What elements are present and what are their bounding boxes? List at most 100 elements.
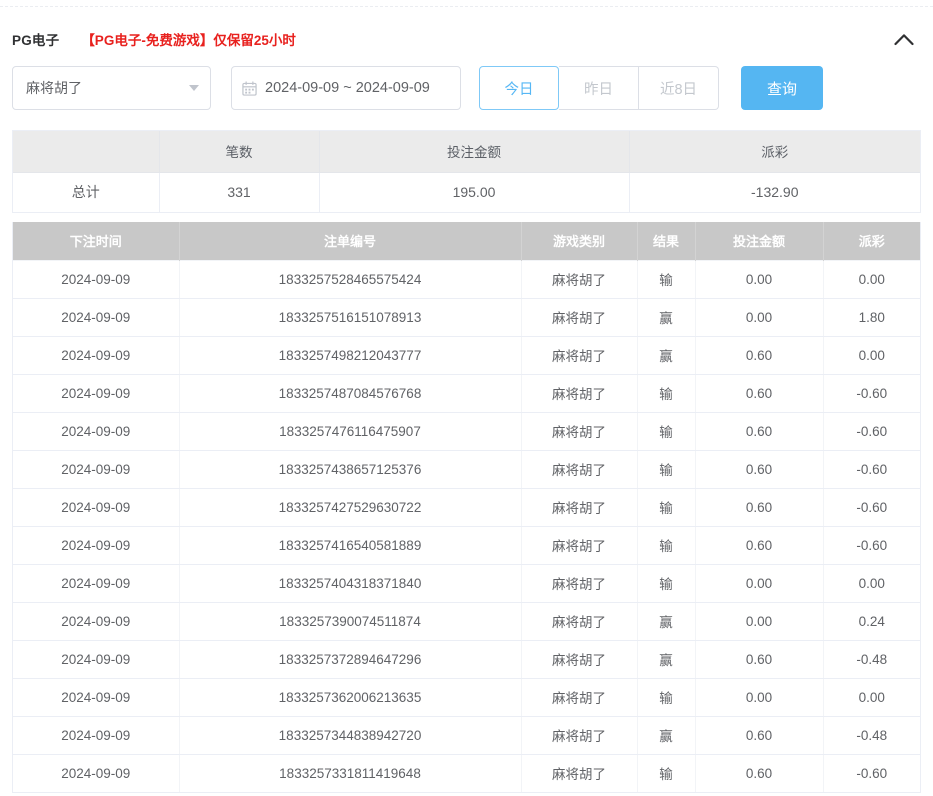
record-payout: 1.80 — [823, 298, 920, 337]
chevron-up-icon[interactable] — [889, 24, 919, 54]
top-divider — [0, 6, 933, 7]
record-order-no: 1833257528465575424 — [179, 259, 522, 299]
table-row[interactable]: 2024-09-09 1833257390074511874 麻将胡了赢 0.00 0.… — [13, 602, 920, 641]
record-order-no: 1833257416540581889 — [179, 526, 522, 565]
game-select-value: 麻将胡了 — [26, 80, 82, 96]
record-time: 2024-09-09 — [13, 298, 180, 337]
record-result: 输 — [637, 564, 696, 603]
table-row[interactable]: 2024-09-09 1833257476116475907 麻将胡了输 0.60 -0… — [13, 412, 920, 451]
summary-total-count: 331 — [159, 172, 320, 213]
record-bet: 0.60 — [695, 336, 824, 375]
summary-total-row: 总计 331 195.00 -132.90 — [13, 172, 920, 213]
filter-bar: 麻将胡了 2024-09-09 ~ 2024-09-09 — [12, 66, 823, 110]
record-time: 2024-09-09 — [13, 412, 180, 451]
record-bet: 0.00 — [695, 678, 824, 717]
record-result: 赢 — [637, 336, 696, 375]
panel-header: PG电子 【PG电子-免费游戏】仅保留25小时 — [0, 22, 933, 56]
record-payout: -0.60 — [823, 374, 920, 413]
record-result: 赢 — [637, 640, 696, 679]
record-order-no: 1833257404318371840 — [179, 564, 522, 603]
quick-range-today[interactable]: 今日 — [479, 66, 559, 110]
query-button[interactable]: 查询 — [741, 66, 823, 110]
chevron-down-icon — [189, 85, 199, 91]
records-body: 2024-09-09 1833257528465575424 麻将胡了输 0.00 0.… — [13, 259, 920, 793]
date-range-input[interactable]: 2024-09-09 ~ 2024-09-09 — [231, 66, 461, 110]
summary-col-blank — [13, 131, 160, 173]
record-result: 输 — [637, 678, 696, 717]
record-game: 麻将胡了 — [521, 602, 638, 641]
record-game: 麻将胡了 — [521, 298, 638, 337]
table-row[interactable]: 2024-09-09 1833257528465575424 麻将胡了输 0.00 0.… — [13, 259, 920, 299]
record-bet: 0.60 — [695, 488, 824, 527]
table-row[interactable]: 2024-09-09 1833257498212043777 麻将胡了赢 0.60 0.… — [13, 336, 920, 375]
table-row[interactable]: 2024-09-09 1833257516151078913 麻将胡了赢 0.00 1.… — [13, 298, 920, 337]
table-row[interactable]: 2024-09-09 1833257427529630722 麻将胡了输 0.60 -0… — [13, 488, 920, 527]
record-game: 麻将胡了 — [521, 412, 638, 451]
record-bet: 0.60 — [695, 412, 824, 451]
record-order-no: 1833257427529630722 — [179, 488, 522, 527]
record-bet: 0.00 — [695, 602, 824, 641]
record-time: 2024-09-09 — [13, 678, 180, 717]
record-time: 2024-09-09 — [13, 564, 180, 603]
record-payout: -0.48 — [823, 716, 920, 755]
record-order-no: 1833257498212043777 — [179, 336, 522, 375]
table-row[interactable]: 2024-09-09 1833257372894647296 麻将胡了赢 0.60 -0… — [13, 640, 920, 679]
record-bet: 0.60 — [695, 450, 824, 489]
records-col-result[interactable]: 结果 — [637, 222, 696, 260]
record-game: 麻将胡了 — [521, 640, 638, 679]
record-game: 麻将胡了 — [521, 450, 638, 489]
record-bet: 0.60 — [695, 640, 824, 679]
record-order-no: 1833257390074511874 — [179, 602, 522, 641]
quick-range-last8days[interactable]: 近8日 — [639, 66, 719, 110]
record-bet: 0.60 — [695, 716, 824, 755]
summary-col-count: 笔数 — [159, 131, 320, 173]
summary-col-payout: 派彩 — [629, 131, 920, 173]
table-row[interactable]: 2024-09-09 1833257487084576768 麻将胡了输 0.60 -0… — [13, 374, 920, 413]
record-order-no: 1833257516151078913 — [179, 298, 522, 337]
record-order-no: 1833257331811419648 — [179, 754, 522, 793]
quick-range-group: 今日 昨日 近8日 — [479, 66, 719, 110]
record-bet: 0.60 — [695, 526, 824, 565]
record-game: 麻将胡了 — [521, 564, 638, 603]
record-result: 输 — [637, 374, 696, 413]
table-row[interactable]: 2024-09-09 1833257331811419648 麻将胡了输 0.60 -0… — [13, 754, 920, 793]
record-result: 输 — [637, 754, 696, 793]
record-bet: 0.00 — [695, 259, 824, 299]
record-bet: 0.60 — [695, 374, 824, 413]
record-payout: 0.24 — [823, 602, 920, 641]
summary-col-bet-amount: 投注金额 — [319, 131, 630, 173]
table-row[interactable]: 2024-09-09 1833257344838942720 麻将胡了赢 0.60 -0… — [13, 716, 920, 755]
records-col-payout[interactable]: 派彩 — [823, 222, 920, 260]
record-bet: 0.00 — [695, 298, 824, 337]
summary-table: 笔数 投注金额 派彩 总计 331 195.00 -132.90 — [12, 130, 921, 213]
record-game: 麻将胡了 — [521, 336, 638, 375]
record-payout: -0.60 — [823, 526, 920, 565]
record-time: 2024-09-09 — [13, 640, 180, 679]
record-time: 2024-09-09 — [13, 374, 180, 413]
table-row[interactable]: 2024-09-09 1833257404318371840 麻将胡了输 0.00 0.… — [13, 564, 920, 603]
game-select[interactable]: 麻将胡了 — [12, 66, 211, 110]
table-row[interactable]: 2024-09-09 1833257416540581889 麻将胡了输 0.60 -0… — [13, 526, 920, 565]
brand-title: PG电子 — [12, 33, 60, 48]
record-payout: 0.00 — [823, 336, 920, 375]
promo-notice: 【PG电子-免费游戏】仅保留25小时 — [81, 33, 296, 48]
record-order-no: 1833257487084576768 — [179, 374, 522, 413]
records-col-time[interactable]: 下注时间 — [13, 222, 180, 260]
record-result: 赢 — [637, 716, 696, 755]
records-col-bet[interactable]: 投注金额 — [695, 222, 824, 260]
record-time: 2024-09-09 — [13, 336, 180, 375]
date-range-value: 2024-09-09 ~ 2024-09-09 — [265, 80, 430, 96]
quick-range-yesterday[interactable]: 昨日 — [559, 66, 639, 110]
record-order-no: 1833257372894647296 — [179, 640, 522, 679]
table-row[interactable]: 2024-09-09 1833257438657125376 麻将胡了输 0.60 -0… — [13, 450, 920, 489]
record-time: 2024-09-09 — [13, 716, 180, 755]
record-game: 麻将胡了 — [521, 526, 638, 565]
summary-total-payout: -132.90 — [629, 172, 920, 213]
records-col-game[interactable]: 游戏类别 — [521, 222, 638, 260]
table-row[interactable]: 2024-09-09 1833257362006213635 麻将胡了输 0.00 0.… — [13, 678, 920, 717]
record-game: 麻将胡了 — [521, 716, 638, 755]
record-payout: 0.00 — [823, 678, 920, 717]
record-result: 输 — [637, 526, 696, 565]
record-time: 2024-09-09 — [13, 526, 180, 565]
records-col-order-no[interactable]: 注单编号 — [179, 222, 522, 260]
